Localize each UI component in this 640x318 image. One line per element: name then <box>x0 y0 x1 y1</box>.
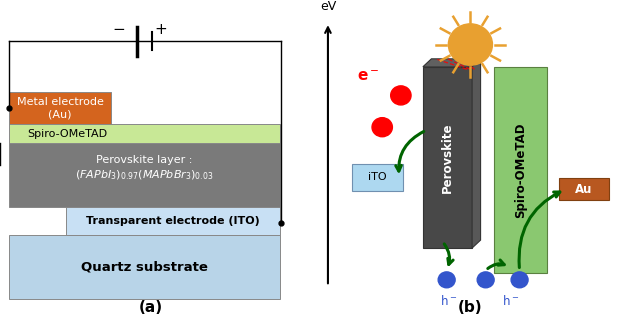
Bar <box>494 67 547 273</box>
Text: +: + <box>154 22 167 37</box>
Bar <box>9 92 111 124</box>
Text: Transparent electrode (ITO): Transparent electrode (ITO) <box>86 216 260 226</box>
Text: Spiro-OMeTAD: Spiro-OMeTAD <box>27 128 107 139</box>
Text: Perovskite: Perovskite <box>441 122 454 193</box>
Text: h$^-$: h$^-$ <box>502 294 520 308</box>
Circle shape <box>449 24 492 65</box>
Text: iTO: iTO <box>368 172 387 182</box>
Circle shape <box>511 272 528 288</box>
Bar <box>559 178 609 200</box>
Bar <box>9 124 280 143</box>
Bar <box>66 207 280 235</box>
Circle shape <box>372 118 392 137</box>
Bar <box>423 67 472 248</box>
Text: eV: eV <box>320 0 336 13</box>
Text: Spiro-OMeTAD: Spiro-OMeTAD <box>514 122 527 218</box>
Text: Au: Au <box>575 183 593 196</box>
Text: e$^-$: e$^-$ <box>358 69 380 84</box>
Text: Metal electrode
(Au): Metal electrode (Au) <box>17 97 104 119</box>
Polygon shape <box>472 59 481 248</box>
Circle shape <box>438 272 455 288</box>
Text: (a): (a) <box>138 300 163 315</box>
Bar <box>9 143 280 207</box>
Text: Perovskite layer :
$(FAPbI_3)_{0.97}(MAPbBr_3)_{0.03}$: Perovskite layer : $(FAPbI_3)_{0.97}(MAP… <box>75 155 214 182</box>
Circle shape <box>477 272 494 288</box>
Polygon shape <box>423 59 481 67</box>
Bar <box>352 164 403 191</box>
Circle shape <box>390 86 411 105</box>
Text: Quartz substrate: Quartz substrate <box>81 261 208 273</box>
Bar <box>9 235 280 299</box>
Text: −: − <box>113 22 125 37</box>
Text: (b): (b) <box>458 300 483 315</box>
Text: h$^-$: h$^-$ <box>440 294 457 308</box>
